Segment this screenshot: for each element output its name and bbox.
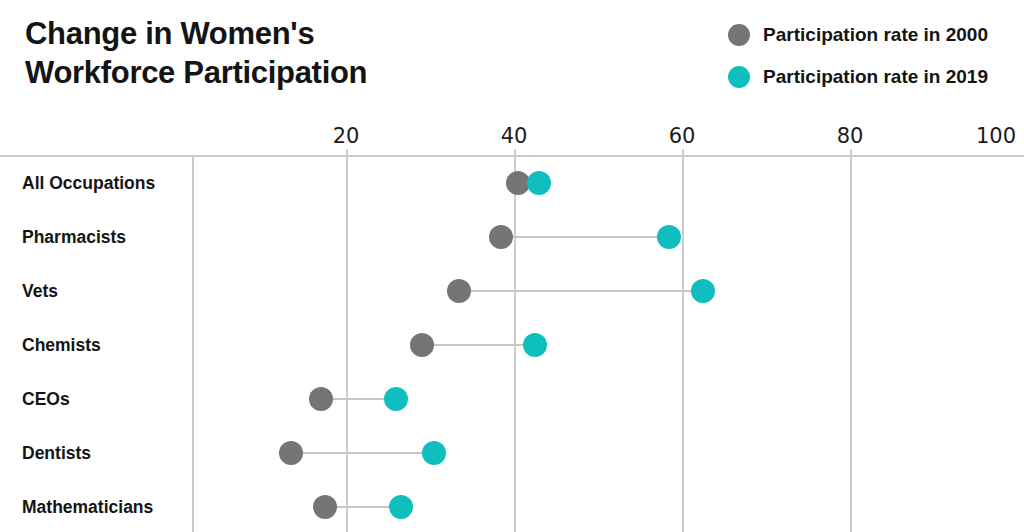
category-label: Dentists: [22, 443, 91, 464]
category-label: Chemists: [22, 335, 101, 356]
dot-2000: [279, 441, 303, 465]
dot-2019: [657, 225, 681, 249]
category-label: Pharmacists: [22, 227, 126, 248]
dumbbell-connector: [422, 344, 535, 346]
chart-canvas: Change in Women's Workforce Participatio…: [0, 0, 1024, 532]
dot-2019: [523, 333, 547, 357]
dumbbell-connector: [291, 452, 434, 454]
plot-area: [192, 155, 1024, 532]
dot-2019: [389, 495, 413, 519]
dumbbell-connector: [501, 236, 669, 238]
gridline: [514, 149, 516, 532]
dot-2000: [447, 279, 471, 303]
dot-2000: [410, 333, 434, 357]
dot-2000: [309, 387, 333, 411]
x-tick-label: 80: [837, 124, 864, 148]
x-tick-label: 60: [669, 124, 696, 148]
x-axis: 20 40 60 80 100: [192, 0, 1024, 155]
category-label: Vets: [22, 281, 58, 302]
dot-2019: [422, 441, 446, 465]
dot-2000: [313, 495, 337, 519]
x-tick-label: 20: [333, 124, 360, 148]
dumbbell-connector: [459, 290, 703, 292]
x-tick-label: 40: [501, 124, 528, 148]
x-tick-label: 100: [976, 124, 1016, 148]
category-labels: All Occupations Pharmacists Vets Chemists CE…: [0, 155, 192, 532]
dot-2019: [691, 279, 715, 303]
dot-2019: [527, 171, 551, 195]
category-label: CEOs: [22, 389, 70, 410]
gridline: [850, 149, 852, 532]
dot-2000: [489, 225, 513, 249]
dot-2019: [384, 387, 408, 411]
category-label: All Occupations: [22, 173, 155, 194]
gridline: [346, 149, 348, 532]
gridline: [682, 149, 684, 532]
category-label: Mathematicians: [22, 497, 153, 518]
